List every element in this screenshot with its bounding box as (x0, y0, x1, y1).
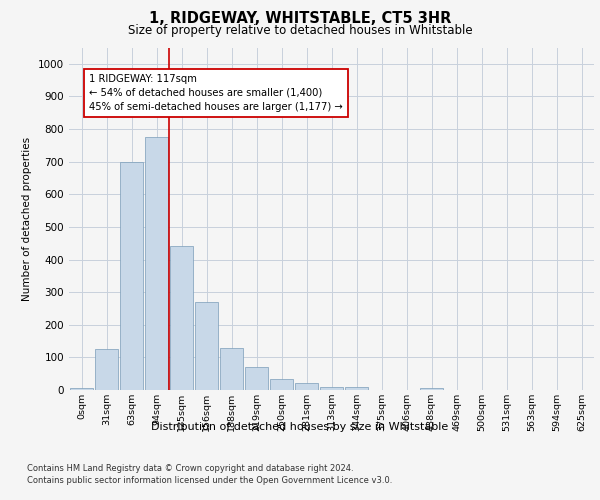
Y-axis label: Number of detached properties: Number of detached properties (22, 136, 32, 301)
Text: Distribution of detached houses by size in Whitstable: Distribution of detached houses by size … (151, 422, 449, 432)
Bar (295, 384, 318, 390)
Bar (245, 367, 268, 390)
Text: 1, RIDGEWAY, WHITSTABLE, CT5 3HR: 1, RIDGEWAY, WHITSTABLE, CT5 3HR (149, 11, 451, 26)
Bar (220, 348, 243, 390)
Text: Contains HM Land Registry data © Crown copyright and database right 2024.: Contains HM Land Registry data © Crown c… (27, 464, 353, 473)
Bar (95, 349, 118, 390)
Bar (345, 386, 368, 390)
Text: Contains public sector information licensed under the Open Government Licence v3: Contains public sector information licen… (27, 476, 392, 485)
Bar (270, 378, 293, 390)
Bar (145, 137, 168, 390)
Text: 1 RIDGEWAY: 117sqm
← 54% of detached houses are smaller (1,400)
45% of semi-deta: 1 RIDGEWAY: 117sqm ← 54% of detached hou… (89, 74, 343, 112)
Bar (120, 162, 143, 390)
Bar (170, 246, 193, 390)
Bar (70, 388, 93, 390)
Text: Size of property relative to detached houses in Whitstable: Size of property relative to detached ho… (128, 24, 472, 37)
Bar (195, 302, 218, 390)
Bar (420, 388, 443, 390)
Bar (320, 386, 343, 390)
